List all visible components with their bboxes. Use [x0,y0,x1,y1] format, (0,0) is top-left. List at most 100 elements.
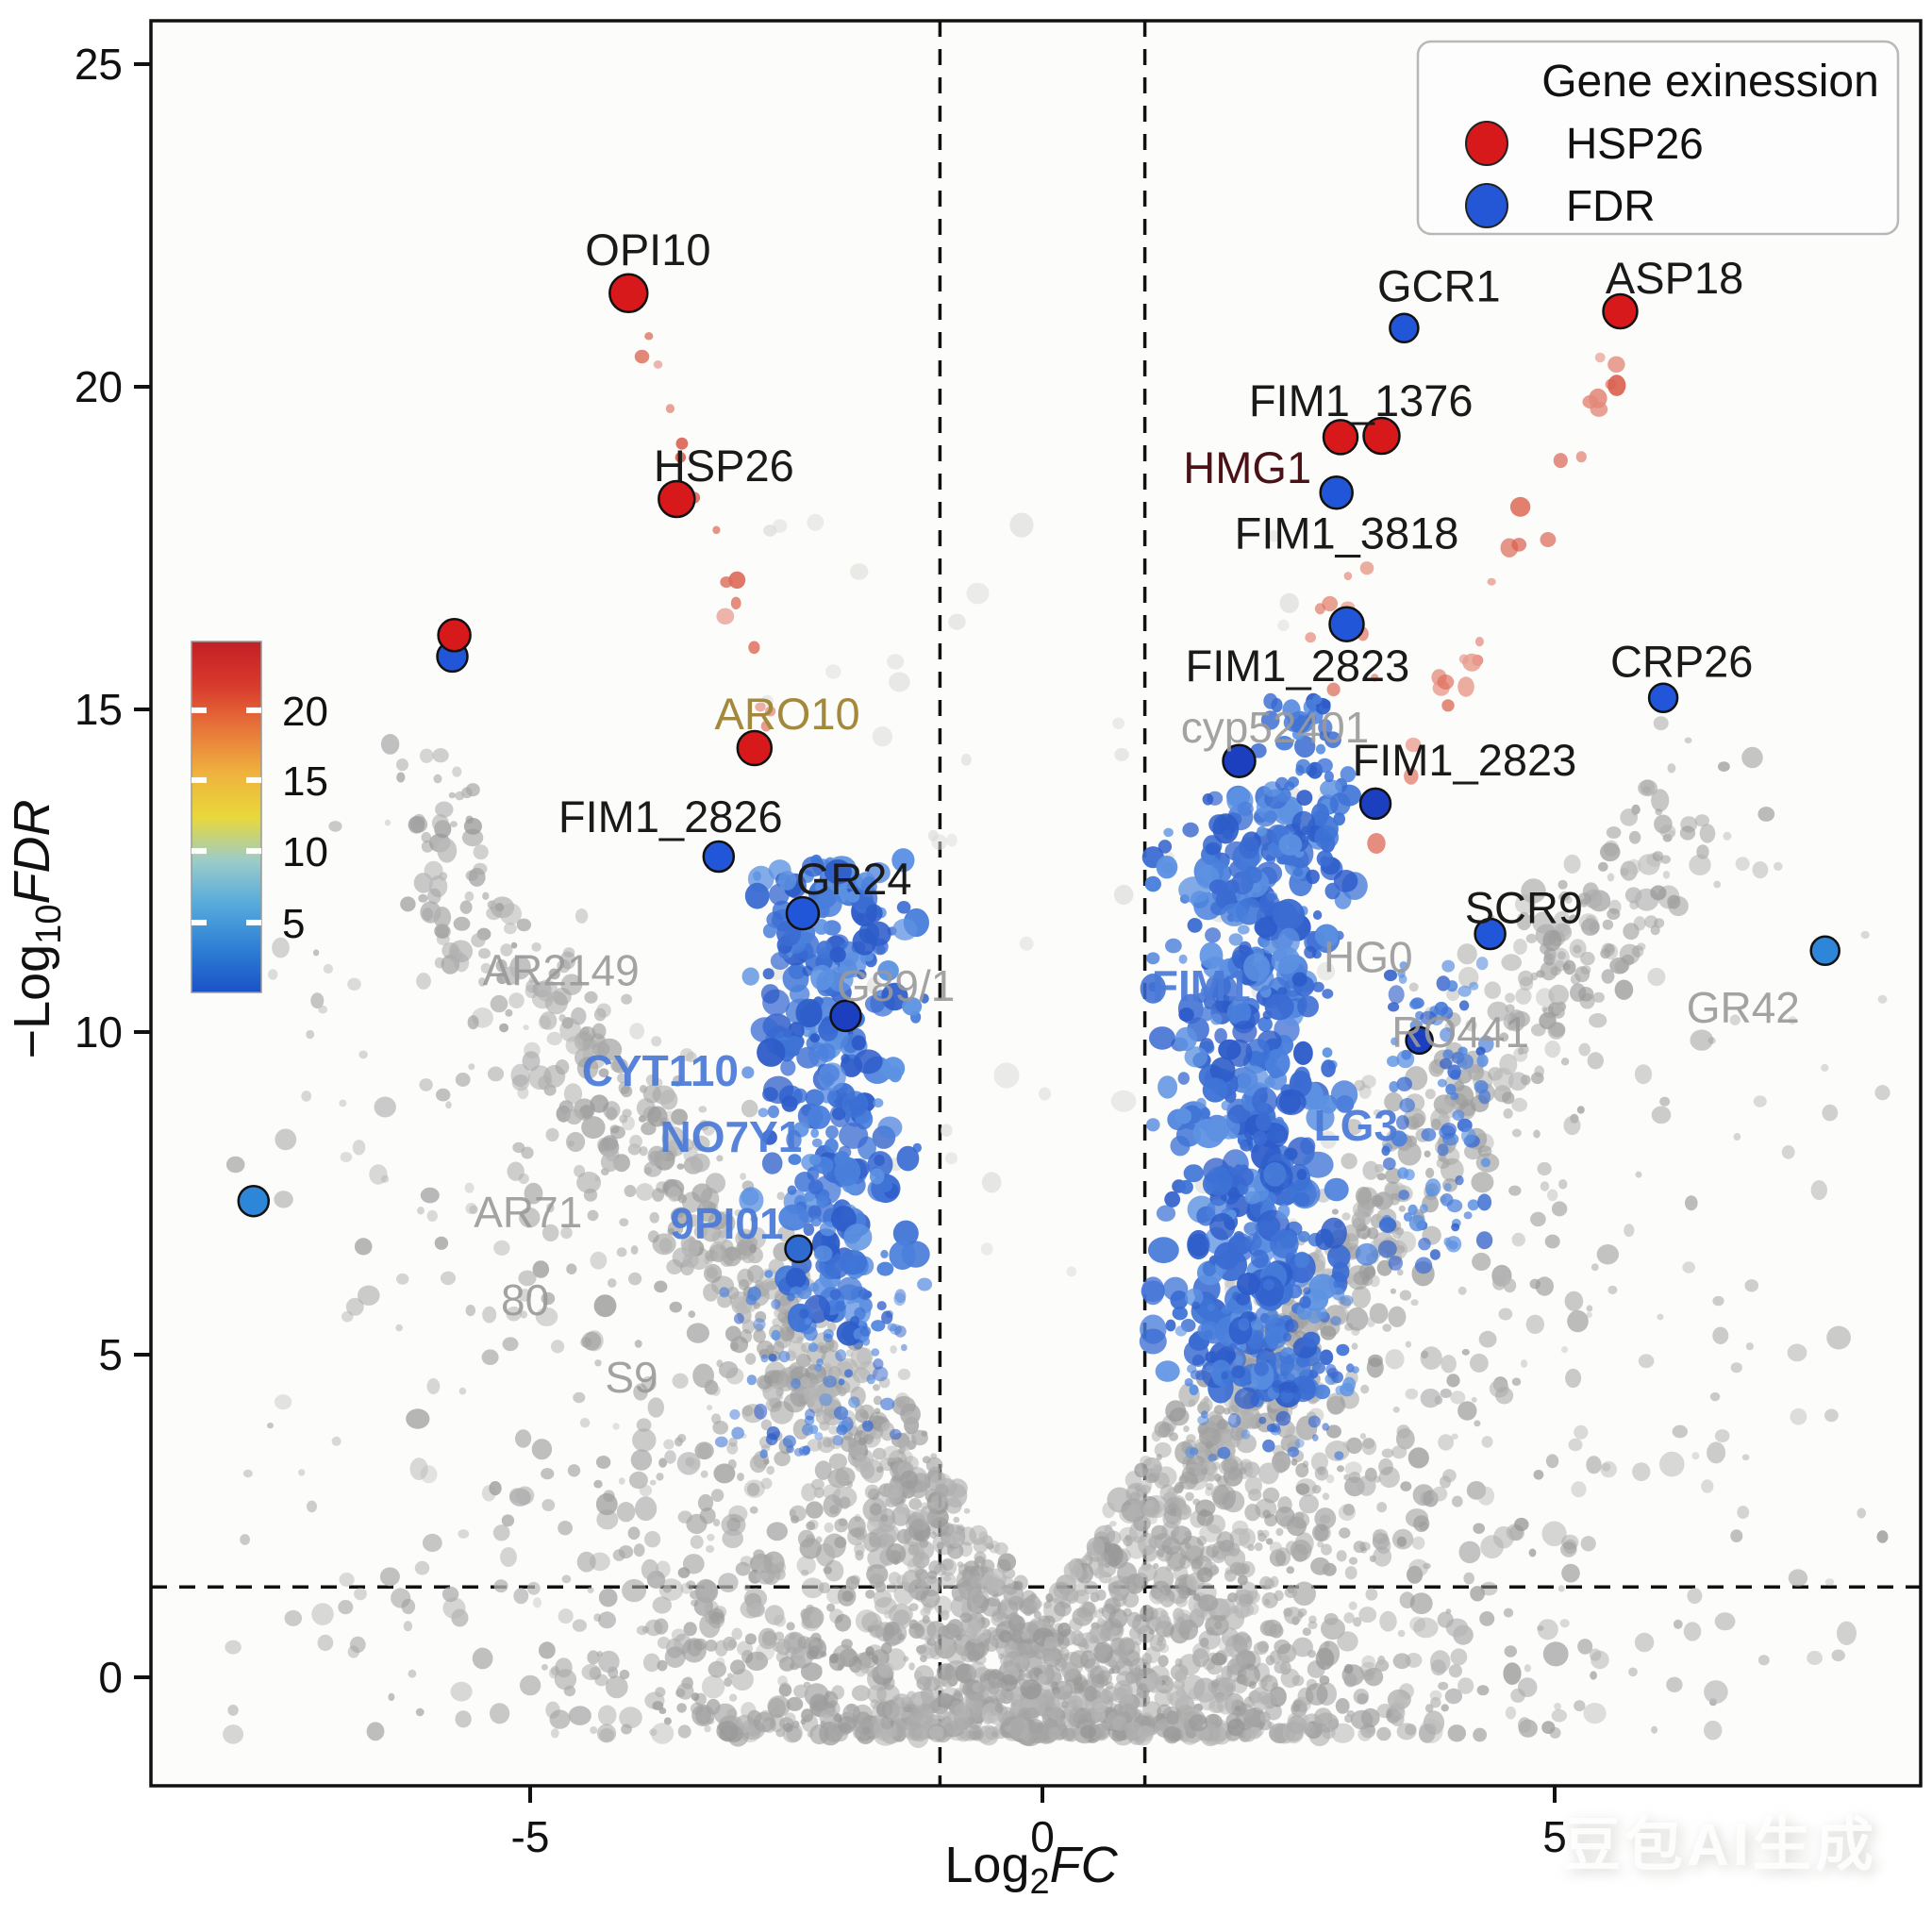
scatter-point [1457,1677,1474,1694]
scatter-point [770,1401,794,1424]
scatter-point [659,1090,678,1110]
annotation-label: HG0 [1324,933,1413,982]
scatter-point [997,1653,1005,1660]
scatter-point [896,1528,912,1544]
scatter-point [737,1231,749,1242]
scatter-point [1008,1718,1030,1739]
blue-cluster-point [1314,924,1340,948]
scatter-point [1041,1650,1055,1662]
blue-cluster-point [1205,927,1222,943]
scatter-point [775,1394,784,1401]
scatter-point [486,907,502,921]
gene-point [1222,743,1257,778]
scatter-point [716,1721,739,1741]
blue-cluster-point [753,1318,766,1331]
scatter-point [893,1609,910,1626]
scatter-point [1027,1719,1044,1735]
scatter-point [1319,1675,1330,1686]
scatter-point [1810,1180,1828,1200]
blue-cluster-point [1205,1365,1213,1373]
blue-cluster-point [1450,1091,1459,1101]
y-axis-title: −Log10FDR [4,800,69,1059]
scatter-point [859,1662,870,1674]
scatter-point [620,1085,633,1098]
scatter-point [744,1353,757,1365]
blue-cluster-point [1192,1118,1225,1149]
scatter-point [1343,1673,1357,1688]
scatter-point [418,893,428,903]
blue-cluster-point [1262,941,1278,955]
scatter-point [1508,1185,1522,1196]
scatter-point [908,1623,925,1639]
scatter-point [506,1306,522,1322]
scatter-point [874,1596,897,1615]
scatter-point [328,821,342,832]
annotation-label: NO7Y1 [659,1112,802,1161]
scatter-point [422,1533,442,1553]
scatter-point [684,1676,693,1685]
scatter-point [676,1703,687,1713]
scatter-point [743,1479,765,1498]
scatter-point [384,819,391,826]
scatter-point [1696,844,1709,859]
scatter-point [420,1465,438,1484]
blue-cluster-point [814,1432,824,1441]
blue-cluster-point [1322,989,1334,999]
scatter-point [792,1655,806,1669]
scatter-point [1424,1704,1434,1713]
scatter-point [822,1484,841,1500]
scatter-point [459,900,473,914]
blue-cluster-point [846,891,860,903]
scatter-point [581,1663,601,1680]
blue-cluster-point [1437,1143,1449,1157]
legend-box [1416,40,1900,236]
scatter-point [1070,1629,1084,1643]
scatter-point [1358,1607,1377,1624]
blue-cluster-point [1441,959,1456,973]
scatter-point [760,1419,773,1431]
scatter-point [1561,1346,1568,1354]
scatter-point [1444,1688,1463,1705]
colorbar-tick-label: 10 [282,829,328,875]
blue-cluster-point [1284,1319,1299,1333]
blue-cluster-point [1451,1223,1460,1232]
blue-cluster-point [1306,869,1320,885]
blue-cluster-point [1477,1193,1492,1211]
blue-cluster-point [837,1276,863,1301]
scatter-point [936,1648,943,1656]
blue-cluster-point [1184,1046,1208,1068]
scatter-point [708,1612,725,1628]
scatter-point [1285,1425,1302,1443]
blue-cluster-point [758,1108,769,1118]
scatter-point [1106,1530,1122,1545]
scatter-point [650,1723,675,1744]
scatter-point [1476,1685,1490,1696]
blue-cluster-point [836,1321,862,1346]
scatter-point [629,1023,645,1040]
blue-cluster-point [873,1366,889,1382]
blue-cluster-point [1178,1179,1193,1194]
scatter-point [523,1024,529,1030]
scatter-point [1557,1585,1565,1592]
scatter-point [786,1622,795,1631]
blue-cluster-point [1442,1049,1454,1060]
scatter-point [1558,1179,1568,1190]
blue-cluster-point [1262,1439,1275,1453]
scatter-point [1399,1290,1412,1301]
scatter-point [1576,1106,1585,1114]
scatter-point [468,1063,475,1071]
scatter-point [1224,1548,1246,1569]
scatter-point [1398,1205,1406,1212]
blue-cluster-point [1447,1064,1461,1079]
scatter-point [954,1688,964,1698]
blue-cluster-point [1255,1112,1272,1132]
scatter-point [422,908,434,922]
scatter-point [1391,1528,1414,1550]
blue-cluster-point [1429,1249,1441,1260]
scatter-point [797,1636,811,1649]
scatter-point [1043,1641,1053,1649]
scatter-point [1405,1388,1419,1400]
scatter-point [1397,1269,1404,1276]
gene-label: CRP26 [1610,636,1754,686]
scatter-point [1064,1685,1072,1692]
